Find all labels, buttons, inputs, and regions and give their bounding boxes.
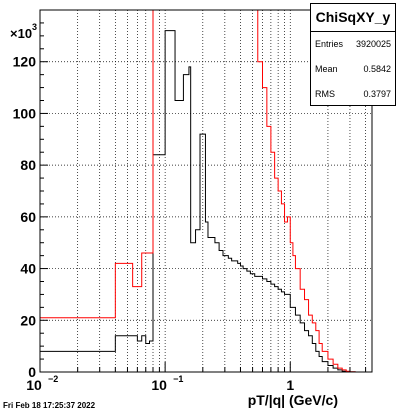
x-tick-label-base: 10 — [151, 377, 167, 393]
rms-label: RMS — [315, 89, 335, 99]
y-tick-label: 40 — [20, 261, 36, 277]
x-tick-label: 10 −1 — [151, 374, 183, 393]
stats-mean: Mean 0.5842 — [311, 57, 395, 82]
stats-rms: RMS 0.3797 — [311, 82, 395, 107]
x-tick-label: 1 — [286, 377, 294, 393]
stats-title: ChiSqXY_y — [311, 4, 395, 32]
x-tick-label-base: 1 — [286, 377, 294, 393]
entries-label: Entries — [315, 39, 344, 49]
timestamp-footer: Fri Feb 18 17:25:37 2022 — [3, 401, 96, 410]
stats-box: ChiSqXY_y Entries 3920025 Mean 0.5842 RM… — [310, 3, 396, 106]
y-multiplier-exponent: 3 — [32, 22, 37, 32]
axes: 0 20 40 60 80 100 120 ×10 3 10 −2 10 −1 1pT/|q| (GeV/… — [10, 9, 373, 408]
x-tick-label-base: 10 — [26, 377, 42, 393]
entries-value: 3920025 — [355, 39, 391, 49]
y-tick-label: 60 — [20, 209, 36, 225]
y-tick-label: 80 — [20, 157, 36, 173]
y-tick-label: 20 — [20, 312, 36, 328]
x-tick-label-exponent: −1 — [173, 374, 183, 384]
mean-value: 0.5842 — [363, 64, 391, 74]
mean-label: Mean — [315, 64, 338, 74]
x-axis-label: pT/|q| (GeV/c) — [248, 392, 338, 408]
stats-entries: Entries 3920025 — [311, 32, 395, 57]
rms-value: 0.3797 — [363, 89, 391, 99]
x-tick-label-exponent: −2 — [48, 374, 58, 384]
histogram-series-0 — [40, 30, 372, 373]
x-tick-label: 10 −2 — [26, 374, 58, 393]
y-tick-label: 100 — [13, 105, 37, 121]
y-multiplier-label: ×10 — [10, 26, 32, 41]
y-tick-label: 120 — [13, 54, 37, 70]
y-tick-label: 0 — [28, 364, 36, 380]
